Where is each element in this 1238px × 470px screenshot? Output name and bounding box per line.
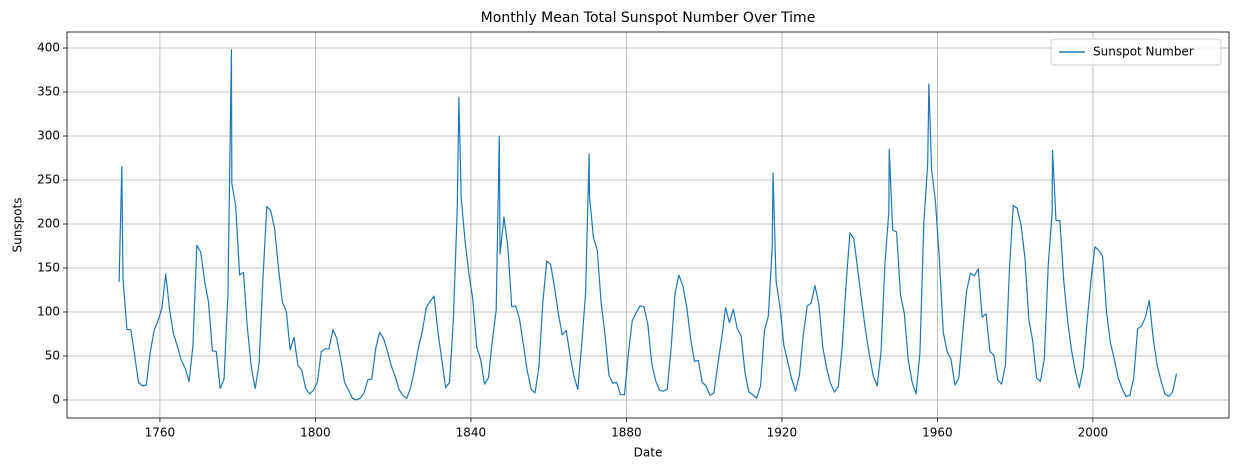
- x-tick-label: 1840: [456, 426, 487, 440]
- y-tick-label: 100: [37, 304, 60, 318]
- x-axis-label: Date: [634, 446, 663, 460]
- legend: Sunspot Number: [1050, 38, 1222, 66]
- y-tick-label: 300: [37, 129, 60, 143]
- x-tick-label: 1960: [922, 426, 953, 440]
- y-tick-label: 50: [45, 348, 60, 362]
- plot-frame: [66, 31, 1230, 419]
- y-tick-label: 200: [37, 216, 60, 230]
- x-tick-label: 1880: [611, 426, 642, 440]
- legend-box: [1050, 38, 1222, 66]
- y-tick-label: 150: [37, 260, 60, 274]
- series-line: [118, 49, 1178, 401]
- y-tick-label: 400: [37, 41, 60, 55]
- y-axis-label: Sunspots: [11, 198, 25, 253]
- y-tick-label: 0: [52, 392, 60, 406]
- chart-title: Monthly Mean Total Sunspot Number Over T…: [481, 10, 816, 26]
- x-tick-label: 1920: [767, 426, 798, 440]
- x-tick-label: 1760: [145, 426, 176, 440]
- x-tick-label: 2000: [1078, 426, 1109, 440]
- x-tick-label: 1800: [300, 426, 331, 440]
- y-tick-label: 250: [37, 172, 60, 186]
- legend-label: Sunspot Number: [1093, 45, 1194, 59]
- y-tick-label: 350: [37, 85, 60, 99]
